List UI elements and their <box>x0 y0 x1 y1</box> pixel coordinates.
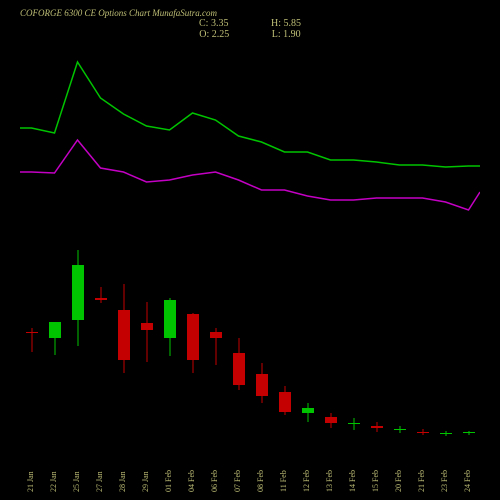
x-label: 29 Jan <box>141 442 150 492</box>
candle <box>440 40 452 440</box>
candle-wick <box>100 287 101 303</box>
line-magenta <box>20 140 480 210</box>
candle <box>417 40 429 440</box>
x-axis-labels: 21 Jan 22 Jan 25 Jan 27 Jan 28 Jan 29 Jan 01 F… <box>20 442 480 500</box>
candle <box>348 40 360 440</box>
x-label: 06 Feb <box>210 442 219 492</box>
low-value: L: 1.90 <box>272 29 301 40</box>
candle <box>371 40 383 440</box>
candle-wick <box>146 302 147 362</box>
candle-body <box>302 408 314 413</box>
x-label: 23 Feb <box>440 442 449 492</box>
candle-body <box>95 298 107 300</box>
candle <box>279 40 291 440</box>
candle-body <box>26 332 38 333</box>
candle-body <box>118 310 130 360</box>
x-label: 08 Feb <box>256 442 265 492</box>
candle <box>49 40 61 440</box>
candle-body <box>279 392 291 412</box>
x-label: 24 Feb <box>463 442 472 492</box>
candle <box>233 40 245 440</box>
x-label: 13 Feb <box>325 442 334 492</box>
candle <box>302 40 314 440</box>
candle-body <box>164 300 176 338</box>
candle-body <box>440 433 452 434</box>
x-label: 04 Feb <box>187 442 196 492</box>
x-label: 21 Feb <box>417 442 426 492</box>
candle-body <box>325 417 337 423</box>
candle <box>210 40 222 440</box>
x-label: 12 Feb <box>302 442 311 492</box>
high-value: H: 5.85 <box>271 18 301 29</box>
candle <box>95 40 107 440</box>
candle-body <box>417 432 429 433</box>
ohlc-readout: C: 3.35 H: 5.85 O: 2.25 L: 1.90 <box>0 18 500 40</box>
candle-body <box>210 332 222 338</box>
open-value: O: 2.25 <box>199 29 229 40</box>
x-label: 14 Feb <box>348 442 357 492</box>
indicator-lines <box>20 40 480 440</box>
candle <box>325 40 337 440</box>
x-label: 01 Feb <box>164 442 173 492</box>
candle-body <box>72 265 84 320</box>
close-value: C: 3.35 <box>199 18 228 29</box>
candle <box>72 40 84 440</box>
x-label: 28 Jan <box>118 442 127 492</box>
x-label: 20 Feb <box>394 442 403 492</box>
candle <box>256 40 268 440</box>
candle-wick <box>353 418 354 430</box>
x-label: 07 Feb <box>233 442 242 492</box>
candle-body <box>49 322 61 338</box>
candle-body <box>394 429 406 430</box>
candle <box>187 40 199 440</box>
candle-body <box>187 314 199 360</box>
candle <box>26 40 38 440</box>
candle-body <box>233 353 245 385</box>
candle-body <box>463 432 475 433</box>
x-label: 25 Jan <box>72 442 81 492</box>
x-label: 22 Jan <box>49 442 58 492</box>
candle-body <box>256 374 268 396</box>
x-label: 27 Jan <box>95 442 104 492</box>
candle <box>463 40 475 440</box>
candle <box>394 40 406 440</box>
candle-body <box>348 423 360 424</box>
x-label: 15 Feb <box>371 442 380 492</box>
candle-body <box>371 426 383 428</box>
x-label: 11 Feb <box>279 442 288 492</box>
x-label: 21 Jan <box>26 442 35 492</box>
line-green <box>20 62 480 167</box>
candle <box>141 40 153 440</box>
candle-body <box>141 323 153 330</box>
candle <box>118 40 130 440</box>
candle <box>164 40 176 440</box>
chart-plot-area <box>20 40 480 440</box>
